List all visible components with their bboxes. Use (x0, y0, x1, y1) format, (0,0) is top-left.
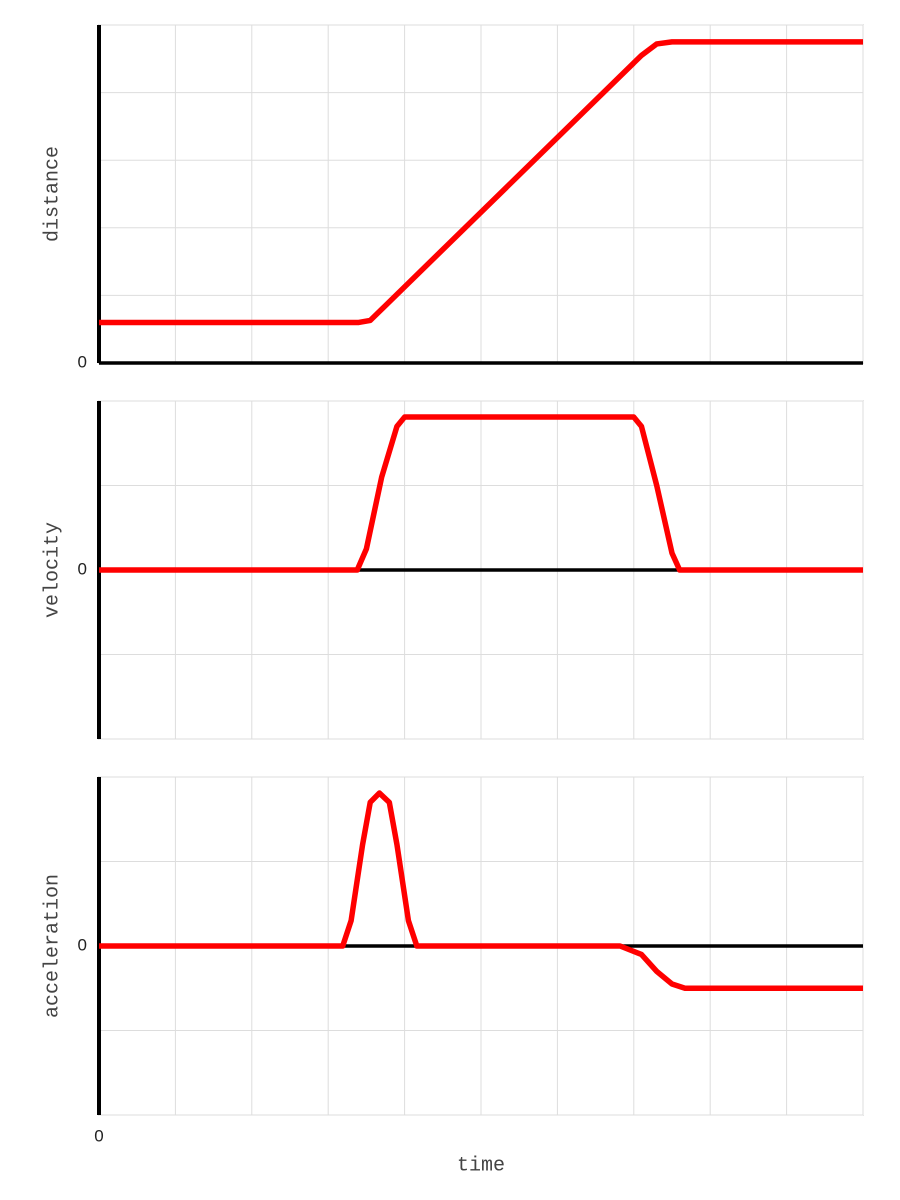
data-line (99, 790, 863, 991)
y-axis-label: acceleration (41, 874, 64, 1018)
data-line (99, 39, 863, 326)
y-tick-label: 0 (78, 935, 87, 954)
y-axis-label: velocity (41, 522, 64, 618)
y-axis-label: distance (41, 146, 64, 242)
x-tick-label: 0 (94, 1126, 103, 1145)
y-tick-label: 0 (78, 352, 87, 371)
data-line (99, 414, 863, 573)
x-axis-label: time (457, 1154, 505, 1177)
y-tick-label: 0 (78, 559, 87, 578)
